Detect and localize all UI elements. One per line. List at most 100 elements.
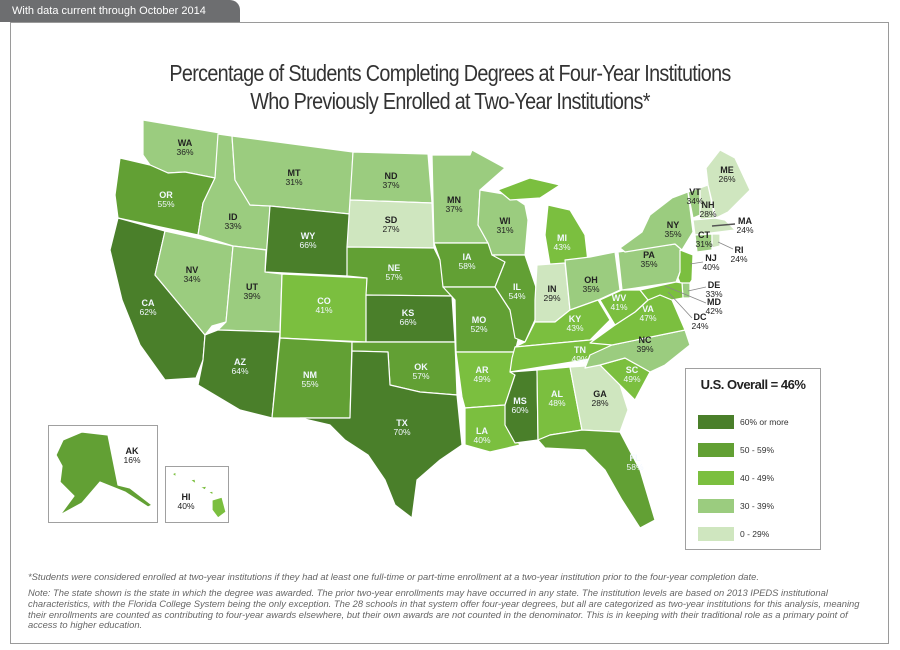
- legend-swatch: [698, 415, 734, 429]
- state-hi: [171, 471, 227, 519]
- state-abbr: AK: [126, 446, 139, 456]
- legend-item: 30 - 39%: [698, 499, 774, 513]
- map-title-line-1: Percentage of Students Completing Degree…: [169, 60, 731, 86]
- state-label-in: IN 29%: [543, 284, 560, 303]
- state-abbr: MS: [513, 396, 527, 406]
- state-value: 28%: [699, 209, 716, 219]
- state-me: [705, 149, 751, 219]
- legend-label: 50 - 59%: [740, 445, 775, 455]
- state-abbr: NV: [186, 265, 199, 275]
- state-abbr: CA: [142, 298, 155, 308]
- state-label-co: CO 41%: [315, 296, 332, 315]
- state-label-de: DE 33%: [705, 280, 722, 299]
- state-abbr: GA: [593, 389, 607, 399]
- map-title-line-2: Who Previously Enrolled at Two-Year Inst…: [250, 88, 650, 114]
- state-ct: [694, 233, 713, 253]
- state-label-id: ID 33%: [224, 212, 241, 231]
- state-abbr: VA: [642, 304, 654, 314]
- state-value: 24%: [736, 225, 753, 235]
- state-label-nm: NM 55%: [301, 370, 318, 389]
- state-value: 42%: [705, 306, 722, 316]
- state-value: 41%: [610, 302, 627, 312]
- state-abbr: OR: [159, 190, 173, 200]
- state-abbr: MA: [738, 216, 752, 226]
- state-abbr: NM: [303, 370, 317, 380]
- state-value: 66%: [399, 317, 416, 327]
- leader-line-dc: [667, 291, 693, 319]
- legend-item: 50 - 59%: [698, 443, 774, 457]
- state-value: 35%: [582, 284, 599, 294]
- state-value: 37%: [382, 180, 399, 190]
- state-value: 55%: [301, 379, 318, 389]
- state-abbr: NC: [639, 335, 652, 345]
- state-ak: [55, 431, 153, 516]
- state-value: 27%: [382, 224, 399, 234]
- legend-swatch: [698, 527, 734, 541]
- state-abbr: HI: [182, 492, 191, 502]
- state-value: 24%: [730, 254, 747, 264]
- state-abbr: WI: [500, 216, 511, 226]
- state-md: [639, 281, 684, 301]
- state-label-ia: IA 58%: [458, 252, 475, 271]
- state-value: 31%: [496, 225, 513, 235]
- leader-line-ri: [717, 241, 734, 250]
- state-label-ne: NE 57%: [385, 263, 402, 282]
- state-value: 24%: [691, 321, 708, 331]
- state-label-ca: CA 62%: [139, 298, 156, 317]
- state-abbr: IN: [548, 284, 557, 294]
- state-value: 39%: [636, 344, 653, 354]
- state-label-nh: NH 28%: [699, 200, 716, 219]
- state-label-nv: NV 34%: [183, 265, 200, 284]
- state-label-tx: TX 70%: [393, 418, 410, 437]
- us-overall-label: U.S. Overall = 46%: [700, 377, 806, 392]
- state-value: 48%: [548, 398, 565, 408]
- legend-item: 40 - 49%: [698, 471, 774, 485]
- state-abbr: VT: [689, 187, 701, 197]
- state-abbr: DC: [694, 312, 707, 322]
- state-tx: [299, 350, 463, 519]
- state-abbr: AL: [551, 389, 563, 399]
- state-label-ga: GA 28%: [591, 389, 608, 408]
- state-label-ky: KY 43%: [566, 314, 583, 333]
- state-value: 66%: [299, 240, 316, 250]
- state-abbr: NY: [667, 220, 680, 230]
- state-abbr: AZ: [234, 357, 246, 367]
- state-label-ak: AK 16%: [123, 446, 140, 465]
- state-label-ri: RI 24%: [730, 245, 747, 264]
- legend-label: 0 - 29%: [740, 529, 770, 539]
- methodology-note: Note: The state shown is the state in wh…: [28, 587, 860, 631]
- state-value: 64%: [231, 366, 248, 376]
- state-label-hi: HI 40%: [177, 492, 194, 511]
- state-value: 41%: [315, 305, 332, 315]
- state-value: 58%: [458, 261, 475, 271]
- state-label-oh: OH 35%: [582, 275, 599, 294]
- state-label-mo: MO 52%: [470, 315, 487, 334]
- state-value: 35%: [640, 259, 657, 269]
- state-label-tn: TN 49%: [571, 345, 588, 364]
- state-label-ok: OK 57%: [412, 362, 429, 381]
- state-abbr: WV: [612, 293, 627, 303]
- state-abbr: OH: [584, 275, 598, 285]
- state-abbr: LA: [476, 426, 488, 436]
- legend-label: 60% or more: [740, 417, 789, 427]
- leader-line-nj: [689, 261, 704, 265]
- state-value: 43%: [566, 323, 583, 333]
- state-label-fl: FL 58%: [626, 453, 643, 472]
- state-label-ar: AR 49%: [473, 365, 490, 384]
- state-label-az: AZ 64%: [231, 357, 248, 376]
- state-abbr: ME: [720, 165, 734, 175]
- state-value: 40%: [177, 501, 194, 511]
- state-value: 58%: [626, 462, 643, 472]
- state-abbr: NH: [702, 200, 715, 210]
- state-label-dc: DC 24%: [691, 312, 708, 331]
- state-label-ny: NY 35%: [664, 220, 681, 239]
- state-abbr: PA: [643, 250, 655, 260]
- state-label-ut: UT 39%: [243, 282, 260, 301]
- legend-label: 40 - 49%: [740, 473, 775, 483]
- state-value: 28%: [591, 398, 608, 408]
- state-value: 33%: [705, 289, 722, 299]
- state-value: 70%: [393, 427, 410, 437]
- state-abbr: TX: [396, 418, 408, 428]
- state-abbr: KS: [402, 308, 415, 318]
- state-label-wa: WA 36%: [176, 138, 193, 157]
